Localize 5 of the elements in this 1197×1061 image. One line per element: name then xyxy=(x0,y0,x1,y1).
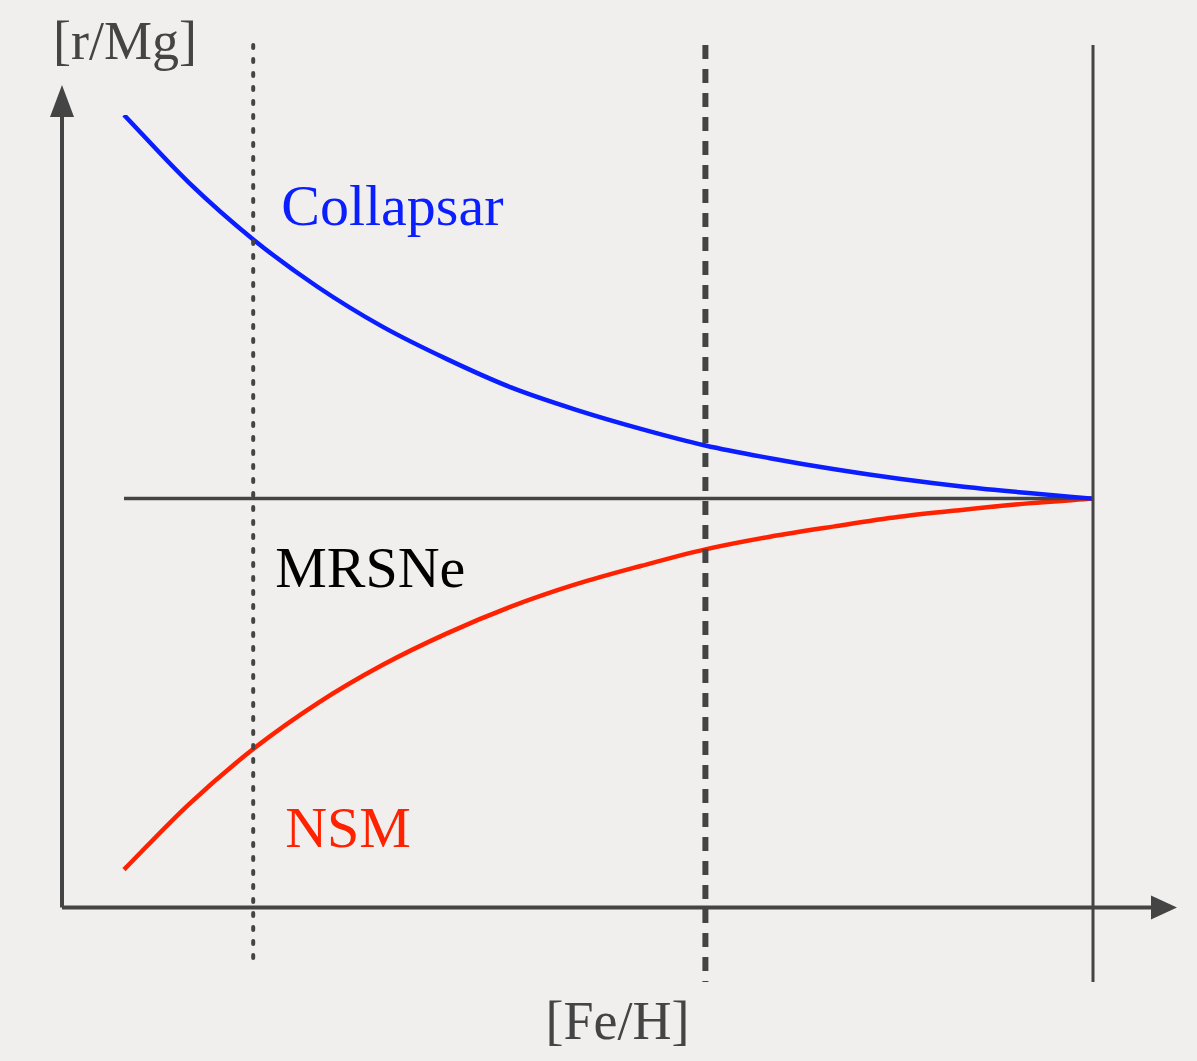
series-label: MRSNe xyxy=(275,535,466,601)
x-axis-title: [Fe/H] xyxy=(545,991,690,1052)
series-label: NSM xyxy=(285,795,411,861)
y-axis-title: [r/Mg] xyxy=(53,11,197,72)
series-label: Collapsar xyxy=(281,173,504,239)
